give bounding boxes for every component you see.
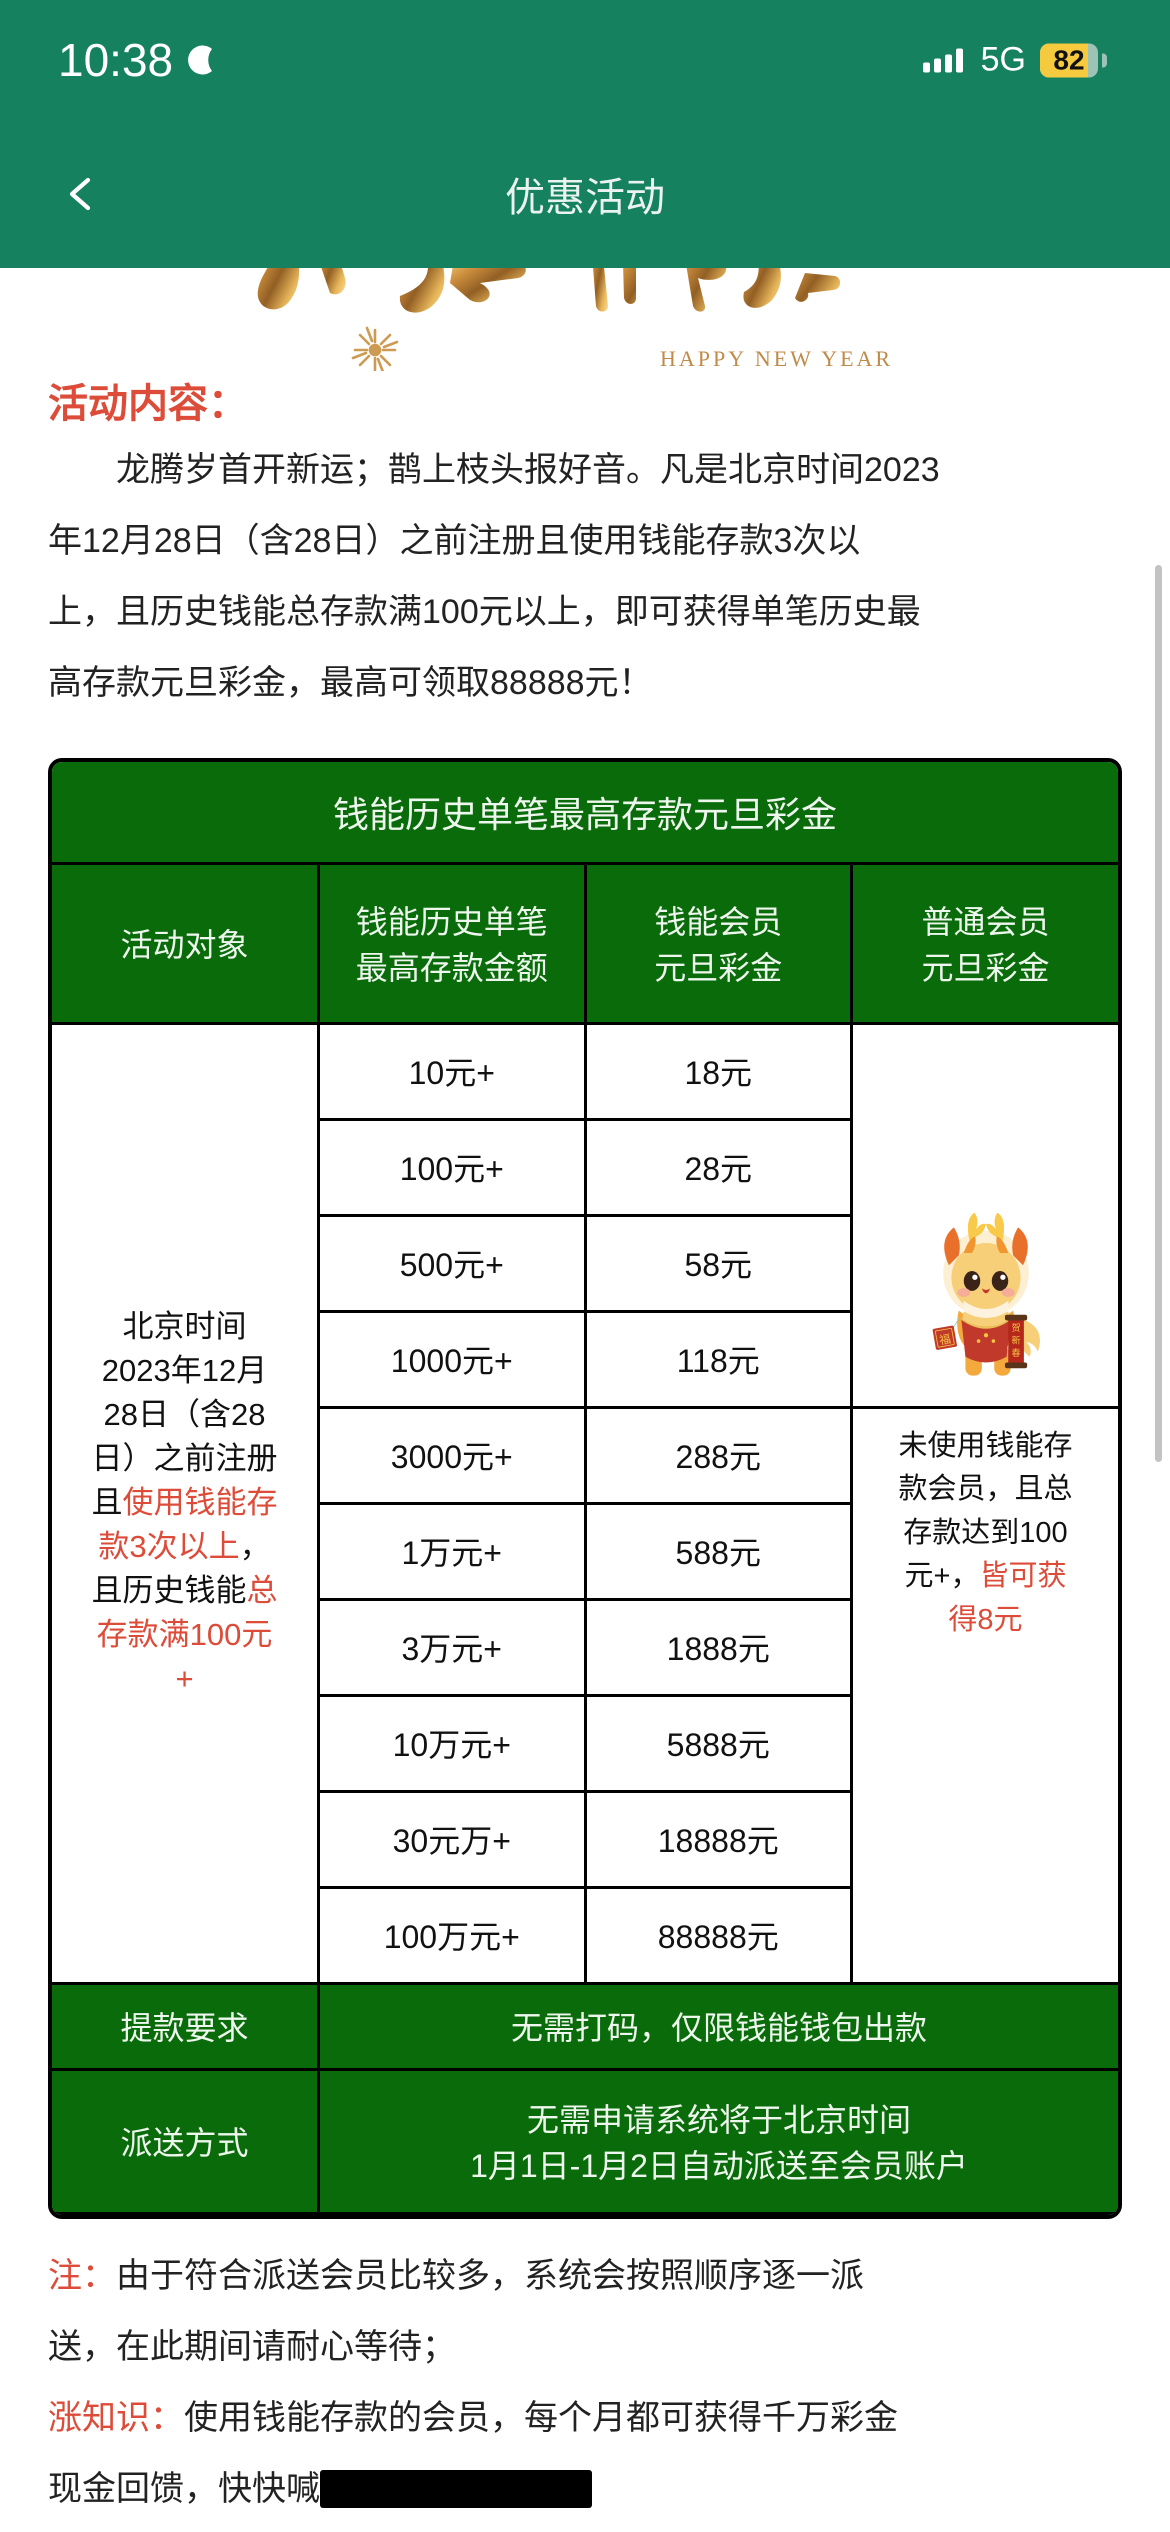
svg-text:HAPPY NEW YEAR: HAPPY NEW YEAR [660, 346, 893, 371]
svg-text:春: 春 [1011, 1347, 1020, 1358]
svg-text:贺: 贺 [1011, 1322, 1020, 1333]
svg-text:新: 新 [1011, 1335, 1020, 1346]
